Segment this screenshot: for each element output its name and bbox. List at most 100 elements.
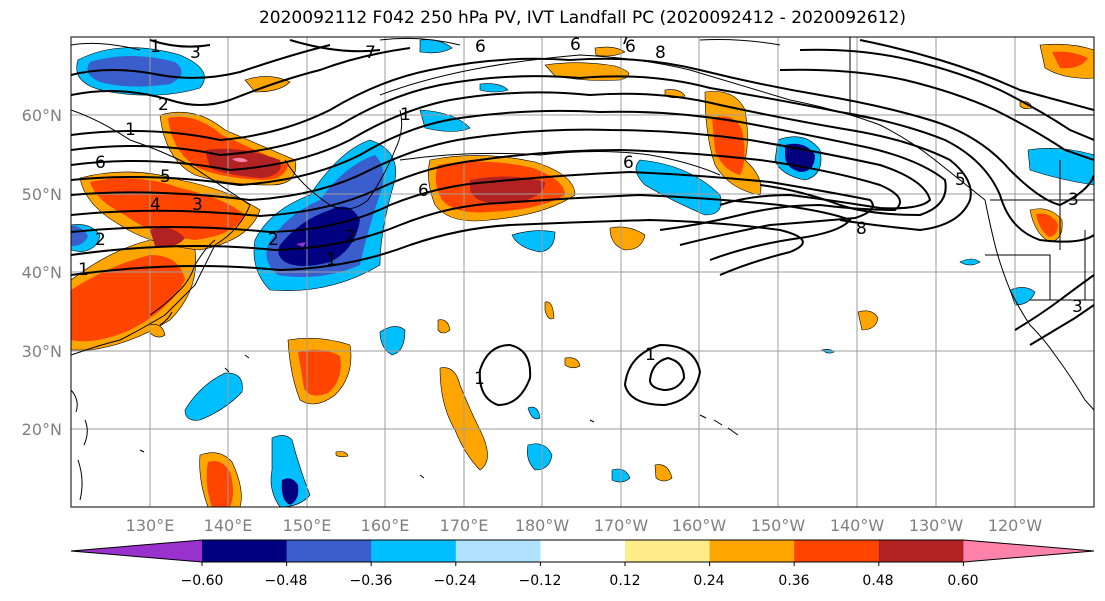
lon-label: 150°E (283, 516, 332, 535)
pv-pos-blob (1036, 213, 1058, 237)
pv-pos-blob (244, 76, 291, 93)
coastline-arctic (71, 37, 781, 51)
pv-neg-blob (527, 443, 553, 471)
contour-label: 2 (345, 227, 356, 247)
pv-pos-blob (71, 255, 185, 342)
colorbar-tick-label: −0.48 (265, 573, 308, 589)
colorbar-tick-label: −0.24 (434, 573, 477, 589)
colorbar-tick-label: −0.36 (350, 573, 393, 589)
contour-label: 3 (190, 43, 201, 63)
colorbar-segment (794, 540, 880, 562)
pv-neg-blob (296, 242, 306, 247)
border-states (985, 114, 1094, 301)
coastline-asia (71, 109, 251, 356)
contour-label: 7 (365, 43, 376, 63)
pv-pos-blob (335, 451, 349, 458)
contour-label: 5 (955, 170, 966, 190)
pv-neg-blob (479, 83, 509, 93)
pv-neg-blob (71, 225, 88, 246)
contour-label: 1 (78, 260, 89, 280)
pv-pos-blob (470, 176, 545, 205)
islands-micronesia (139, 354, 595, 479)
pv-neg-blob (270, 435, 311, 507)
lon-label: 160°E (361, 516, 410, 535)
colorbar-tick-label: −0.60 (181, 573, 224, 589)
map-plot-area: 1 3 7 6 6 6 8 7 2 1 1 6 5 4 3 2 1 6 2 2 … (71, 29, 1094, 507)
contour-label: 4 (150, 195, 161, 215)
colorbar-tick-label: 0.60 (947, 573, 978, 589)
colorbar-tick-label: 0.36 (778, 573, 809, 589)
pv-neg-blob (278, 206, 360, 266)
contour-label: 1 (326, 250, 337, 270)
contour-closed-low (478, 343, 532, 407)
coastline-japan (149, 239, 216, 326)
contour-closed-low (623, 343, 702, 407)
contour-label: 1 (400, 105, 411, 125)
pv-pos-blob (712, 116, 745, 175)
contour-label: 6 (418, 181, 429, 201)
pv-neg-blob (527, 406, 541, 420)
coastline-kamchatka (284, 109, 403, 210)
colorbar-segment (371, 540, 457, 562)
pv-pos-blob (1052, 51, 1088, 69)
contour-closed-low (648, 356, 686, 392)
contour-label: 1 (645, 345, 656, 365)
colorbar-tick-label: 0.24 (693, 573, 724, 589)
pv-pos-blob (206, 461, 233, 507)
contour-label: 2 (158, 95, 169, 115)
pv-neg-blob (184, 372, 243, 421)
lon-label: 160°W (672, 516, 727, 535)
colorbar-segments (70, 539, 1095, 566)
pv-contours (71, 39, 1094, 407)
pv-pos-blob (205, 148, 281, 178)
contour-label: 7 (620, 29, 631, 49)
contour-label: 1 (125, 120, 136, 140)
lat-label: 60°N (22, 106, 62, 125)
coastlines (71, 37, 1094, 501)
lon-label: 180°W (515, 516, 570, 535)
lat-label: 20°N (22, 420, 62, 439)
pv-pos-blob (654, 464, 673, 482)
contour-label: 6 (570, 35, 581, 55)
colorbar-segment (709, 540, 795, 562)
colorbar-ticks: −0.60 −0.48 −0.36 −0.24 −0.12 0.12 0.24 … (181, 573, 979, 589)
map-gridlines (71, 37, 1094, 507)
colorbar-segment (878, 540, 964, 562)
coastline-philippines (71, 389, 88, 501)
contour-label: 8 (856, 219, 867, 239)
coastline-alaska (379, 54, 986, 201)
lon-label: 150°W (751, 516, 806, 535)
lon-axis-labels: 130°E 140°E 150°E 160°E 170°E 180°W 170°… (126, 516, 1043, 535)
pv-neg-blob (635, 159, 722, 216)
pv-neg-blob (419, 39, 453, 54)
lon-label: 120°W (988, 516, 1043, 535)
contour-label: 6 (625, 37, 636, 57)
colorbar-segment (202, 540, 288, 562)
colorbar-tick-label: 0.48 (862, 573, 893, 589)
contour-label: 3 (1072, 297, 1083, 317)
pv-neg-blob (1027, 148, 1094, 186)
pv-pos-blob (594, 46, 626, 57)
pv-neg-blob (959, 258, 981, 266)
lat-label: 30°N (22, 342, 62, 361)
coastline-hawaii (699, 414, 739, 436)
contour-label: 6 (623, 153, 634, 173)
contour-label: 2 (268, 230, 279, 250)
pv-pos-blob (232, 157, 248, 163)
colorbar-extend-low (71, 540, 202, 562)
pv-pos-blob (609, 226, 646, 251)
lat-axis-labels: 60°N 50°N 40°N 30°N 20°N (22, 106, 62, 439)
lon-label: 170°E (440, 516, 489, 535)
lon-label: 170°W (594, 516, 649, 535)
contour-label: 6 (95, 153, 106, 173)
map-frame (70, 36, 1095, 508)
lat-label: 50°N (22, 185, 62, 204)
lat-label: 40°N (22, 263, 62, 282)
colorbar-segment (455, 540, 541, 562)
contour-label: 3 (192, 195, 203, 215)
lon-label: 140°W (830, 516, 885, 535)
pv-pos-blob (149, 324, 166, 338)
pv-neg-blob (281, 478, 299, 505)
contour-label: 2 (95, 230, 106, 250)
